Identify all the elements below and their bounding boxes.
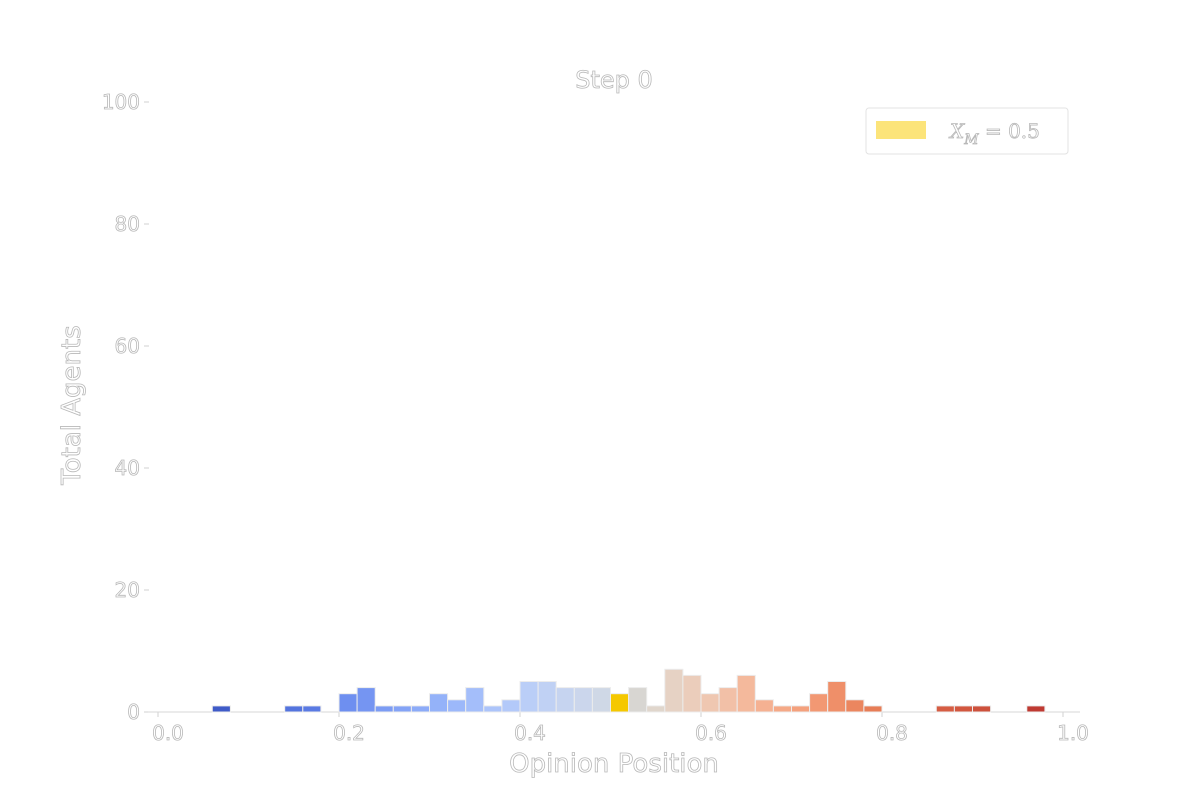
- chart-title: Step 0: [575, 66, 653, 94]
- histogram-bar: [863, 705, 883, 713]
- histogram-bar: [302, 705, 322, 713]
- histogram-bar: [754, 699, 774, 713]
- histogram-bar: [447, 699, 467, 713]
- histogram-bar: [772, 705, 793, 713]
- histogram-bar: [718, 687, 738, 713]
- y-axis-label: Total Agents: [57, 325, 87, 486]
- x-axis-label: Opinion Position: [509, 749, 719, 779]
- histogram-bar: [791, 705, 811, 713]
- y-tick-label: 80: [115, 212, 140, 236]
- histogram-bar: [374, 705, 394, 713]
- x-tick-label: 0.8: [876, 721, 908, 745]
- x-tick-label: 0.6: [695, 721, 727, 745]
- histogram-bar: [972, 705, 992, 713]
- histogram-bar: [284, 705, 304, 713]
- histogram-bar: [501, 699, 521, 713]
- x-tick-label: 0.2: [333, 721, 365, 745]
- y-tick-label: 0: [127, 700, 140, 724]
- histogram-bar: [827, 681, 847, 713]
- histogram-bar: [953, 705, 974, 713]
- histogram-bar: [483, 705, 503, 713]
- y-tick-label: 60: [115, 334, 140, 358]
- histogram-bar: [429, 693, 449, 713]
- histogram-bar: [573, 687, 593, 713]
- histogram-bar: [392, 705, 412, 713]
- y-axis: 0 20 40 60 80 100: [101, 90, 149, 724]
- histogram-bar: [628, 687, 648, 713]
- y-tick-label: 100: [102, 90, 140, 114]
- histogram-bar: [682, 674, 702, 713]
- histogram-bar: [537, 681, 557, 713]
- legend-swatch: [876, 121, 926, 139]
- legend-box: [865, 107, 1069, 155]
- y-tick-label: 40: [115, 456, 140, 480]
- histogram-bars: [211, 668, 1046, 713]
- histogram-bar: [1026, 705, 1046, 713]
- histogram-bar: [410, 705, 430, 713]
- x-tick-label: 1.0: [1057, 721, 1089, 745]
- y-tick-label: 20: [115, 578, 140, 602]
- x-tick-label: 0.4: [514, 721, 546, 745]
- histogram-bar: [646, 705, 666, 713]
- histogram-bar: [809, 693, 829, 713]
- legend: XM = 0.5: [865, 107, 1069, 155]
- histogram-bar: [664, 668, 684, 713]
- histogram-bar: [700, 693, 720, 713]
- histogram-bar: [935, 705, 955, 713]
- legend-label: XM = 0.5: [948, 119, 1040, 148]
- histogram-bar: [211, 705, 231, 713]
- histogram-bar: [465, 687, 485, 713]
- histogram-bar: [610, 693, 630, 713]
- histogram-bar: [555, 687, 575, 713]
- histogram-bar: [519, 681, 539, 713]
- x-tick-label: 0.0: [152, 721, 184, 745]
- histogram-bar: [845, 699, 865, 713]
- histogram-bar: [591, 687, 612, 713]
- x-axis: 0.0 0.2 0.4 0.6 0.8 1.0: [152, 712, 1089, 745]
- histogram-bar: [356, 687, 376, 713]
- histogram-bar: [338, 693, 358, 713]
- histogram-bar: [736, 674, 756, 713]
